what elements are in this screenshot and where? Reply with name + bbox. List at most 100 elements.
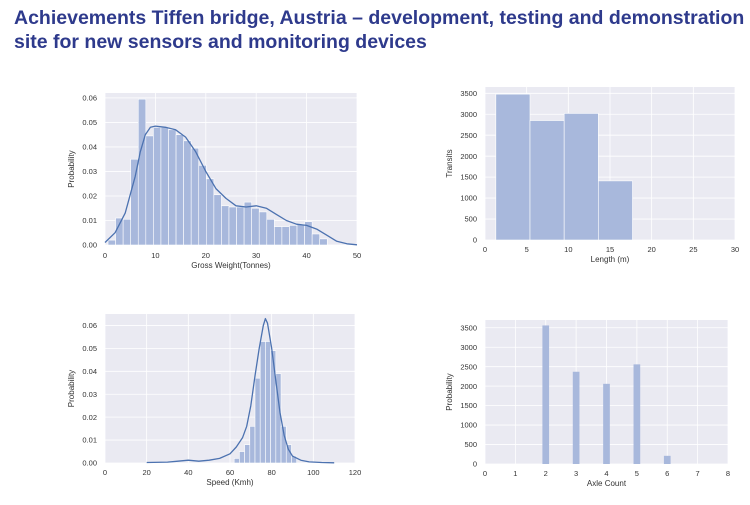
length-x-tick-label: 5 xyxy=(525,245,529,254)
gross-weight-y-tick-label: 0.03 xyxy=(82,167,97,176)
length-x-tick-label: 0 xyxy=(483,245,487,254)
slide-title: Achievements Tiffen bridge, Austria – de… xyxy=(14,6,750,54)
length-y-tick-label: 1000 xyxy=(460,194,477,203)
length-x-tick-label: 30 xyxy=(731,245,739,254)
length-y-tick-label: 0 xyxy=(473,236,477,245)
speed-bar xyxy=(244,444,251,464)
axle-count-bar xyxy=(572,371,580,464)
axle-count-y-tick-label: 3500 xyxy=(460,323,477,332)
length-y-tick-label: 3000 xyxy=(460,110,477,119)
speed-bar xyxy=(254,377,261,464)
gross-weight-bar xyxy=(198,165,207,246)
speed-y-tick-label: 0.05 xyxy=(82,344,97,353)
gross-weight-x-axis-label: Gross Weight(Tonnes) xyxy=(191,261,271,270)
gross-weight-bar xyxy=(258,211,268,246)
speed-x-tick-label: 80 xyxy=(267,468,275,477)
gross-weight-bar xyxy=(115,217,124,246)
length-y-tick-label: 500 xyxy=(464,215,477,224)
length-bar xyxy=(598,180,633,241)
axle-count-x-tick-label: 8 xyxy=(726,469,730,478)
length-x-axis-label: Length (m) xyxy=(591,255,630,264)
speed-y-axis-label: Probability xyxy=(67,370,76,407)
gross-weight-bar xyxy=(319,238,328,246)
length-y-tick-label: 1500 xyxy=(460,173,477,182)
axle-count-x-tick-label: 3 xyxy=(574,469,578,478)
gross-weight-y-tick-label: 0.00 xyxy=(82,241,97,250)
speed-y-tick-label: 0.02 xyxy=(82,413,97,422)
slide-title-line-1: Achievements Tiffen bridge, Austria – de… xyxy=(14,7,745,29)
gross-weight-bar xyxy=(251,207,260,246)
axle-count-y-tick-label: 1000 xyxy=(460,421,477,430)
axle-count-x-axis-label: Axle Count xyxy=(587,479,627,488)
gross-weight-x-tick-label: 50 xyxy=(353,251,361,260)
gross-weight-x-tick-label: 40 xyxy=(302,251,310,260)
length-x-tick-label: 20 xyxy=(647,245,655,254)
speed-kde-curve xyxy=(146,317,335,464)
speed-x-tick-label: 60 xyxy=(226,468,234,477)
gross-weight-x-tick-label: 30 xyxy=(252,251,260,260)
axle-count-x-tick-label: 1 xyxy=(513,469,517,478)
slide-title-line-2: site for new sensors and monitoring devi… xyxy=(14,31,427,53)
gross-weight-bar xyxy=(168,129,177,246)
gross-weight-x-tick-label: 10 xyxy=(151,251,159,260)
length-y-axis-label: Transits xyxy=(445,149,454,177)
speed-bar xyxy=(259,341,266,464)
axle-count-y-tick-label: 1500 xyxy=(460,401,477,410)
gross-weight-bar xyxy=(266,218,275,246)
length-bar xyxy=(563,113,599,241)
speed-y-tick-label: 0.06 xyxy=(82,321,97,330)
axle-count-x-tick-label: 0 xyxy=(483,469,487,478)
gross-weight-bar xyxy=(183,140,192,246)
gross-weight-bar xyxy=(274,226,283,246)
speed-bar xyxy=(239,451,245,464)
gross-weight-bar xyxy=(206,178,215,246)
gross-weight-bar xyxy=(122,218,132,246)
axle-count-x-tick-label: 4 xyxy=(604,469,608,478)
speed-y-tick-label: 0.03 xyxy=(82,390,97,399)
gross-weight-kde-curve xyxy=(104,125,358,246)
axle-count-y-tick-label: 500 xyxy=(464,440,477,449)
axle-count-x-tick-label: 5 xyxy=(635,469,639,478)
axle-count-bar xyxy=(603,383,610,464)
gross-weight-y-tick-label: 0.02 xyxy=(82,192,97,201)
gross-weight-x-tick-label: 0 xyxy=(103,251,107,260)
speed-bar xyxy=(265,341,271,464)
gross-weight-bar xyxy=(296,223,305,246)
length-x-tick-label: 10 xyxy=(564,245,572,254)
gross-weight-bar xyxy=(190,147,200,246)
speed-y-tick-label: 0.01 xyxy=(82,436,97,445)
gross-weight-bar xyxy=(289,225,298,246)
gross-weight-y-tick-label: 0.01 xyxy=(82,216,97,225)
length-y-tick-label: 2500 xyxy=(460,131,477,140)
gross-weight-bar xyxy=(304,221,313,246)
axle-count-bar xyxy=(542,325,550,464)
gross-weight-bar xyxy=(213,194,222,246)
gross-weight-bar xyxy=(153,127,162,246)
axle-count-y-axis-label: Probability xyxy=(445,373,454,410)
gross-weight-x-tick-label: 20 xyxy=(202,251,210,260)
gross-weight-y-tick-label: 0.06 xyxy=(82,94,97,103)
gross-weight-y-tick-label: 0.05 xyxy=(82,118,97,127)
speed-y-tick-label: 0.00 xyxy=(82,459,97,468)
gross-weight-bar xyxy=(311,233,321,246)
axle-count-x-tick-label: 6 xyxy=(665,469,669,478)
axle-count-x-tick-label: 7 xyxy=(696,469,700,478)
length-bar xyxy=(495,93,531,241)
gross-weight-bar xyxy=(107,239,116,246)
speed-bar xyxy=(233,458,240,464)
speed-x-tick-label: 40 xyxy=(184,468,192,477)
speed-bar xyxy=(291,455,297,464)
length-y-tick-label: 3500 xyxy=(460,89,477,98)
axle-count-y-tick-label: 2000 xyxy=(460,382,477,391)
speed-y-tick-label: 0.04 xyxy=(82,367,97,376)
gross-weight-bar xyxy=(243,201,252,246)
axle-count-y-tick-label: 2500 xyxy=(460,362,477,371)
axle-count-bar xyxy=(633,364,641,464)
gross-weight-bar xyxy=(130,158,139,246)
speed-x-axis-label: Speed (Kmh) xyxy=(206,478,253,487)
axle-count-x-tick-label: 2 xyxy=(544,469,548,478)
speed-x-tick-label: 100 xyxy=(307,468,320,477)
gross-weight-y-axis-label: Probability xyxy=(67,150,76,187)
length-x-tick-label: 25 xyxy=(689,245,697,254)
